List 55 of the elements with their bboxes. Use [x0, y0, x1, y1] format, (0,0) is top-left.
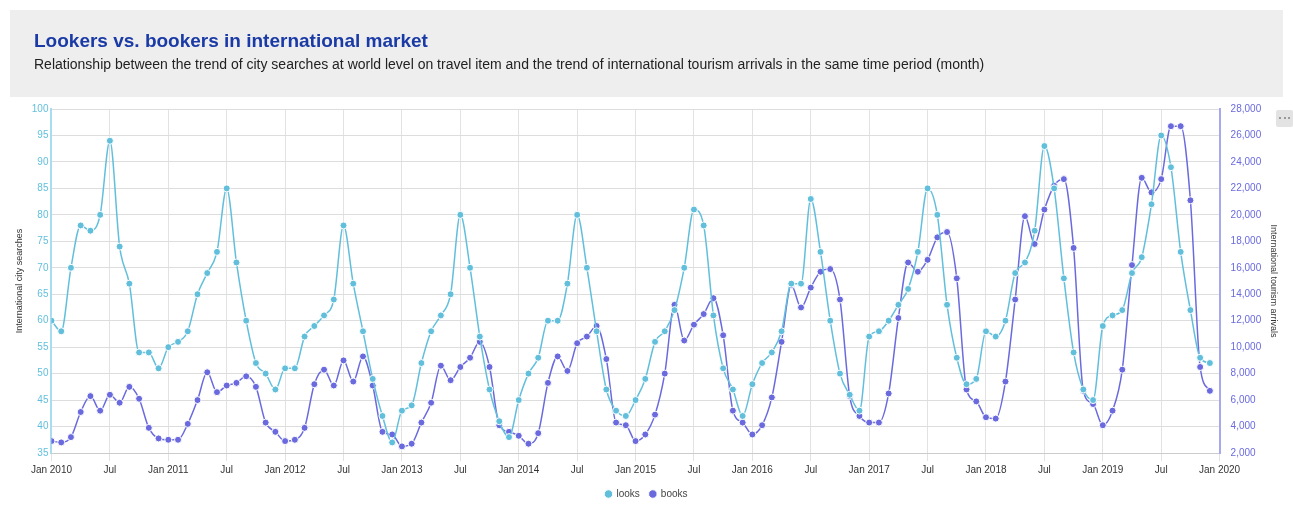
y-tick-label: 60	[37, 314, 49, 326]
legend-label: books	[660, 487, 688, 499]
y2-tick-label: 24,000	[1230, 155, 1262, 167]
y-tick-label: 80	[37, 208, 49, 220]
y2-tick-label: 26,000	[1230, 129, 1262, 141]
x-tick-label: Jan 2010	[30, 463, 73, 475]
y-tick-label: 70	[37, 261, 49, 273]
x-tick-label: Jan 2019	[1082, 463, 1124, 475]
y-tick-label: 65	[37, 287, 49, 299]
y-tick-label: 40	[37, 420, 49, 432]
y2-tick-label: 22,000	[1230, 182, 1262, 194]
y2-tick-label: 6,000	[1230, 393, 1257, 405]
x-tick-label: Jan 2017	[848, 463, 891, 475]
y2-tick-label: 16,000	[1230, 261, 1262, 273]
y2-tick-label: 20,000	[1230, 208, 1262, 220]
x-tick-label: Jan 2018	[965, 463, 1007, 475]
y-tick-label: 45	[37, 393, 49, 405]
x-tick-label: Jul	[921, 463, 934, 475]
x-tick-label: Jul	[453, 463, 467, 475]
y-tick-label: 90	[37, 155, 49, 167]
y-tick-label: 95	[37, 129, 49, 141]
y-tick-label: 75	[37, 235, 49, 247]
y2-tick-label: 12,000	[1230, 314, 1262, 326]
x-tick-label: Jul	[1038, 463, 1051, 475]
x-tick-label: Jan 2016	[731, 463, 774, 475]
x-tick-label: Jul	[570, 463, 584, 475]
y-tick-label: 85	[37, 182, 49, 194]
y2-tick-label: 2,000	[1230, 446, 1257, 458]
x-tick-label: Jan 2011	[148, 463, 189, 475]
x-tick-label: Jan 2014	[498, 463, 540, 475]
chart-subtitle: Relationship between the trend of city searches at world level on travel item and the trend of international tourism arrivals in the same time period (month)	[34, 56, 985, 72]
x-tick-label: Jul	[103, 463, 117, 475]
x-tick-label: Jan 2015	[614, 463, 657, 475]
legend-label: looks	[616, 487, 640, 499]
y2-axis-title: International tourism arrivals	[1269, 224, 1280, 339]
x-tick-label: Jan 2013	[381, 463, 423, 475]
x-tick-label: Jul	[220, 463, 234, 475]
y2-tick-label: 4,000	[1230, 420, 1257, 432]
y-tick-label: 50	[37, 367, 49, 379]
x-tick-label: Jul	[687, 463, 701, 475]
y-axis-title: International city searches	[13, 228, 24, 334]
y2-tick-label: 8,000	[1230, 367, 1257, 379]
x-tick-label: Jan 2020	[1199, 463, 1241, 475]
y2-tick-label: 18,000	[1230, 235, 1262, 247]
y-tick-label: 55	[37, 340, 49, 352]
y2-tick-label: 10,000	[1230, 340, 1262, 352]
y2-tick-label: 14,000	[1230, 287, 1262, 299]
chart-title: Lookers vs. bookers in international market	[34, 30, 428, 52]
x-tick-label: Jan 2012	[264, 463, 307, 475]
y2-tick-label: 28,000	[1230, 102, 1262, 114]
x-tick-label: Jul	[337, 463, 350, 475]
y-tick-label: 35	[37, 446, 49, 458]
y-tick-label: 100	[31, 102, 49, 114]
x-tick-label: Jul	[1154, 463, 1168, 475]
x-tick-label: Jul	[804, 463, 818, 475]
